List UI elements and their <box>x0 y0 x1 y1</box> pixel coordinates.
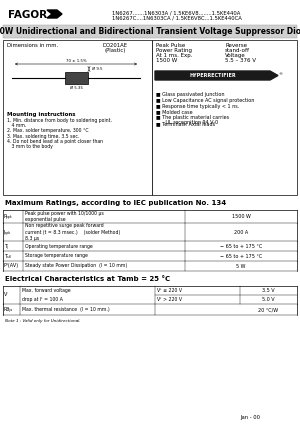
Text: Voltage: Voltage <box>225 53 246 58</box>
Text: 1500 W: 1500 W <box>156 58 177 63</box>
Text: Max. forward voltage: Max. forward voltage <box>22 288 70 293</box>
Text: 1500 W: 1500 W <box>232 214 250 219</box>
Bar <box>65 72 88 84</box>
Bar <box>3 40 152 195</box>
Text: 20 °C/W: 20 °C/W <box>258 307 279 312</box>
Text: ■ Low Capacitance AC signal protection: ■ Low Capacitance AC signal protection <box>156 98 254 103</box>
Text: Iₚₚₖ: Iₚₚₖ <box>4 230 11 235</box>
Text: Peak pulse power with 10/1000 μs
exponential pulse: Peak pulse power with 10/1000 μs exponen… <box>25 211 104 222</box>
Text: Tⱼ: Tⱼ <box>4 244 8 249</box>
Text: Electrical Characteristics at Tamb = 25 °C: Electrical Characteristics at Tamb = 25 … <box>5 276 170 282</box>
Text: ■ Glass passivated junction: ■ Glass passivated junction <box>156 92 224 97</box>
Text: stand-off: stand-off <box>225 48 250 53</box>
Text: 1500W Unidirectional and Bidirectional Transient Voltage Suppressor Diodes: 1500W Unidirectional and Bidirectional T… <box>0 27 300 36</box>
Text: HYPERRECTIFIER: HYPERRECTIFIER <box>190 73 236 78</box>
Text: 3. Max. soldering time, 3.5 sec.: 3. Max. soldering time, 3.5 sec. <box>7 133 80 139</box>
Text: Ø 5.35: Ø 5.35 <box>70 86 83 90</box>
Text: Steady state Power Dissipation  (l = 10 mm): Steady state Power Dissipation (l = 10 m… <box>25 264 127 269</box>
Text: Note 1 : Valid only for Unidirectional.: Note 1 : Valid only for Unidirectional. <box>5 319 80 323</box>
Polygon shape <box>47 10 62 18</box>
Bar <box>3 25 297 38</box>
Text: Reverse: Reverse <box>225 43 247 48</box>
Text: 4 mm.: 4 mm. <box>7 123 26 128</box>
Text: 3.5 V: 3.5 V <box>262 288 275 293</box>
Text: Max. thermal resistance  (l = 10 mm.): Max. thermal resistance (l = 10 mm.) <box>22 307 110 312</box>
Text: ■ Response time typically < 1 ns.: ■ Response time typically < 1 ns. <box>156 104 239 109</box>
Text: 200 A: 200 A <box>234 230 248 235</box>
Text: Tₛₜₗ: Tₛₜₗ <box>4 253 11 258</box>
Polygon shape <box>155 71 278 80</box>
Text: 1N6267C....1N6303CA / 1.5KE6V8C...1.5KE440CA: 1N6267C....1N6303CA / 1.5KE6V8C...1.5KE4… <box>112 15 242 20</box>
Text: Operating temperature range: Operating temperature range <box>25 244 93 249</box>
Text: Ø 9.5: Ø 9.5 <box>92 67 103 71</box>
Text: − 65 to + 175 °C: − 65 to + 175 °C <box>220 253 262 258</box>
Text: 5.5 – 376 V: 5.5 – 376 V <box>225 58 256 63</box>
Text: Jan - 00: Jan - 00 <box>240 415 260 420</box>
Text: Maximum Ratings, according to IEC publication No. 134: Maximum Ratings, according to IEC public… <box>5 200 226 206</box>
Text: ■ Molded case: ■ Molded case <box>156 109 193 114</box>
Text: 3 mm to the body: 3 mm to the body <box>7 144 53 149</box>
Text: Peak Pulse: Peak Pulse <box>156 43 185 48</box>
Text: Mounting instructions: Mounting instructions <box>7 112 76 117</box>
Text: Vᶠ ≤ 220 V: Vᶠ ≤ 220 V <box>157 288 182 293</box>
Text: FAGOR: FAGOR <box>8 10 47 20</box>
Text: (Plastic): (Plastic) <box>104 48 126 53</box>
Text: Pₚₚₖ: Pₚₚₖ <box>4 214 13 219</box>
Bar <box>152 40 297 195</box>
Text: ■ The plastic material carries: ■ The plastic material carries <box>156 115 229 120</box>
Text: Storage temperature range: Storage temperature range <box>25 253 88 258</box>
Text: Vᶠ: Vᶠ <box>4 292 9 298</box>
Text: 1N6267.......1N6303A / 1.5KE6V8........1.5KE440A: 1N6267.......1N6303A / 1.5KE6V8........1… <box>112 10 240 15</box>
Text: 70 ± 1.5%: 70 ± 1.5% <box>66 59 86 63</box>
Text: UL recognition 94 V-0: UL recognition 94 V-0 <box>161 120 218 125</box>
Text: drop at lᶠ = 100 A: drop at lᶠ = 100 A <box>22 297 63 302</box>
Text: Dimensions in mm.: Dimensions in mm. <box>7 43 58 48</box>
Text: − 65 to + 175 °C: − 65 to + 175 °C <box>220 244 262 249</box>
Text: Rθⱼₐ: Rθⱼₐ <box>4 307 13 312</box>
Text: Vᶠ > 220 V: Vᶠ > 220 V <box>157 297 182 302</box>
Text: 2. Max. solder temperature, 300 °C: 2. Max. solder temperature, 300 °C <box>7 128 88 133</box>
Text: 4. Do not bend lead at a point closer than: 4. Do not bend lead at a point closer th… <box>7 139 103 144</box>
Text: 5 W: 5 W <box>236 264 246 269</box>
Text: DO201AE: DO201AE <box>103 43 128 48</box>
Text: Power Rating: Power Rating <box>156 48 192 53</box>
Text: ®: ® <box>278 72 282 76</box>
Text: 1. Min. distance from body to soldering point,: 1. Min. distance from body to soldering … <box>7 118 112 123</box>
Text: At 1 ms. Exp.: At 1 ms. Exp. <box>156 53 193 58</box>
Text: ■ Terminals: Axial leads: ■ Terminals: Axial leads <box>156 121 215 126</box>
Text: 5.0 V: 5.0 V <box>262 297 275 302</box>
Text: Pᵈ(AV): Pᵈ(AV) <box>4 264 19 269</box>
Text: Non repetitive surge peak forward
current (t = 8.3 msec.)    (solder Method)
8.3: Non repetitive surge peak forward curren… <box>25 223 120 241</box>
